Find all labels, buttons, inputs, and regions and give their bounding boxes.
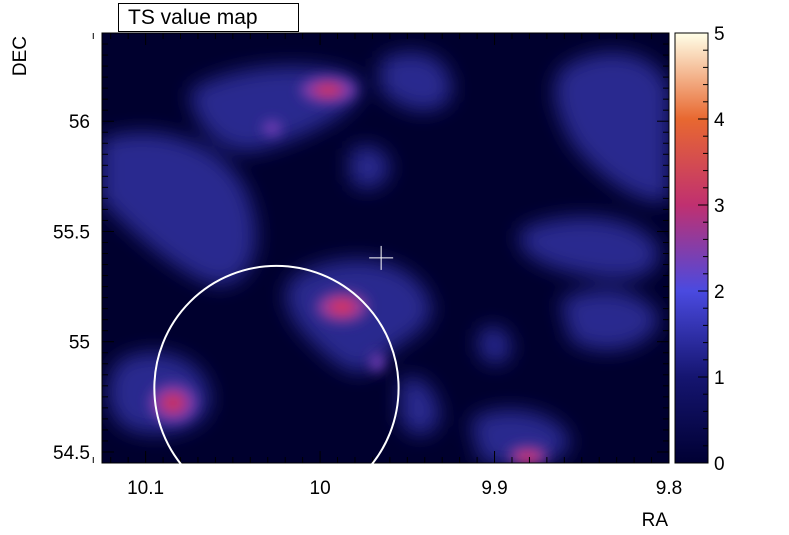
x-axis: 10.1 10 9.9 9.8	[92, 33, 682, 499]
colorbar-tick-label: 4	[714, 110, 725, 131]
colorbar-tick-label: 5	[714, 24, 725, 45]
colorbar-tick-label: 3	[714, 196, 725, 217]
y-tick-label: 54.5	[53, 443, 90, 464]
chart-title: TS value map	[118, 3, 299, 32]
x-tick-label: 10.1	[127, 478, 164, 499]
colorbar-axis: 0 1 2 3 4 5	[698, 24, 725, 475]
y-axis: 54.5 55 55.5 56	[53, 32, 669, 464]
y-tick-label: 56	[69, 112, 90, 133]
x-tick-label: 9.9	[481, 478, 507, 499]
x-tick-label: 9.8	[656, 478, 682, 499]
y-axis-title: DEC	[10, 36, 31, 76]
y-tick-label: 55.5	[53, 222, 90, 243]
x-axis-title: RA	[642, 510, 669, 531]
colorbar-tick-label: 2	[714, 282, 725, 303]
colorbar	[674, 32, 709, 464]
x-tick-label: 10	[310, 478, 331, 499]
colorbar-tick-label: 0	[714, 454, 725, 475]
colorbar-tick-label: 1	[714, 368, 725, 389]
plot-frame	[101, 32, 670, 464]
hot-spots	[149, 76, 548, 463]
chart-markers: PSF	[153, 245, 400, 535]
heatmap-area	[102, 33, 669, 463]
psf-circle	[153, 264, 400, 512]
psf-label: PSF	[259, 522, 294, 535]
y-tick-label: 55	[69, 333, 90, 354]
